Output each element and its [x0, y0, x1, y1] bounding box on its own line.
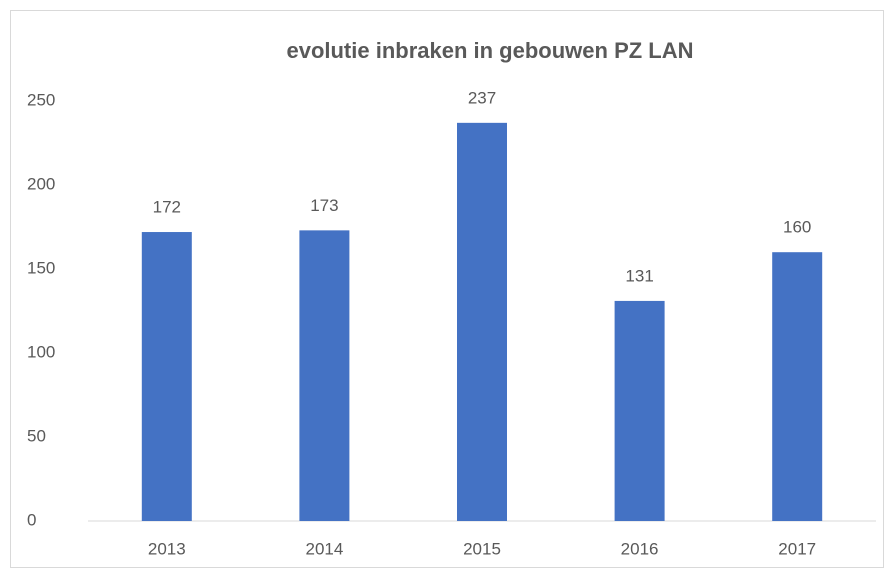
x-tick-label: 2014 — [305, 539, 343, 558]
data-label: 131 — [625, 266, 653, 285]
bar — [772, 252, 823, 521]
bar — [141, 232, 192, 522]
data-label: 160 — [783, 218, 811, 237]
data-label: 172 — [153, 198, 181, 217]
x-tick-label: 2017 — [778, 539, 816, 558]
bar — [614, 300, 665, 521]
y-tick-label: 250 — [27, 90, 55, 109]
chart-title: evolutie inbraken in gebouwen PZ LAN — [286, 38, 693, 63]
x-tick-label: 2015 — [463, 539, 501, 558]
chart-border — [10, 10, 884, 568]
bar — [299, 230, 350, 522]
data-label: 173 — [310, 196, 338, 215]
bar — [457, 122, 507, 521]
y-tick-label: 0 — [27, 510, 36, 529]
x-tick-label: 2016 — [621, 539, 659, 558]
y-tick-label: 100 — [27, 342, 55, 361]
x-tick-label: 2013 — [148, 539, 186, 558]
y-tick-label: 200 — [27, 174, 55, 193]
data-label: 237 — [468, 88, 496, 107]
y-tick-label: 50 — [27, 426, 46, 445]
y-tick-label: 150 — [27, 258, 55, 277]
